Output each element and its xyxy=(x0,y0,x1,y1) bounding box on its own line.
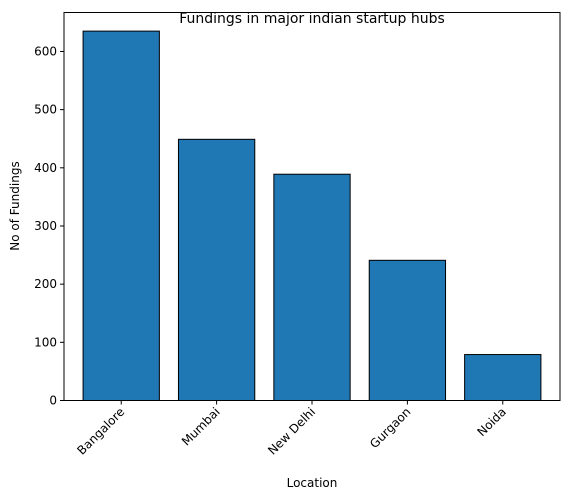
x-tick-label: New Delhi xyxy=(265,405,318,458)
y-tick-label: 400 xyxy=(34,161,57,175)
x-axis-ticks: Bangalore Mumbai New Delhi Gurgaon Noida xyxy=(74,400,509,458)
bar-noida xyxy=(464,354,542,402)
chart-title: Fundings in major indian startup hubs xyxy=(179,11,445,27)
x-tick-label: Bangalore xyxy=(74,405,127,458)
x-tick-label: Mumbai xyxy=(179,405,223,449)
y-tick-label: 300 xyxy=(34,219,57,233)
y-tick-label: 500 xyxy=(34,103,57,117)
y-tick-label: 0 xyxy=(49,394,57,408)
axes-frame xyxy=(63,12,561,401)
y-tick-label: 100 xyxy=(34,335,57,349)
y-tick-label: 200 xyxy=(34,277,57,291)
x-tick-label: Gurgaon xyxy=(367,405,413,451)
x-tick-label: Noida xyxy=(475,405,509,439)
y-axis-ticks: 0 100 200 300 400 500 600 xyxy=(34,44,64,408)
y-tick-label: 600 xyxy=(34,44,57,58)
bar-mumbai xyxy=(177,138,256,401)
bar-gurgaon xyxy=(368,259,447,402)
y-axis-label: No of Fundings xyxy=(8,161,22,250)
x-axis-label: Location xyxy=(287,476,338,490)
bar-new-delhi xyxy=(273,173,351,401)
bars-group xyxy=(82,30,542,402)
bar-bangalore xyxy=(82,30,160,402)
